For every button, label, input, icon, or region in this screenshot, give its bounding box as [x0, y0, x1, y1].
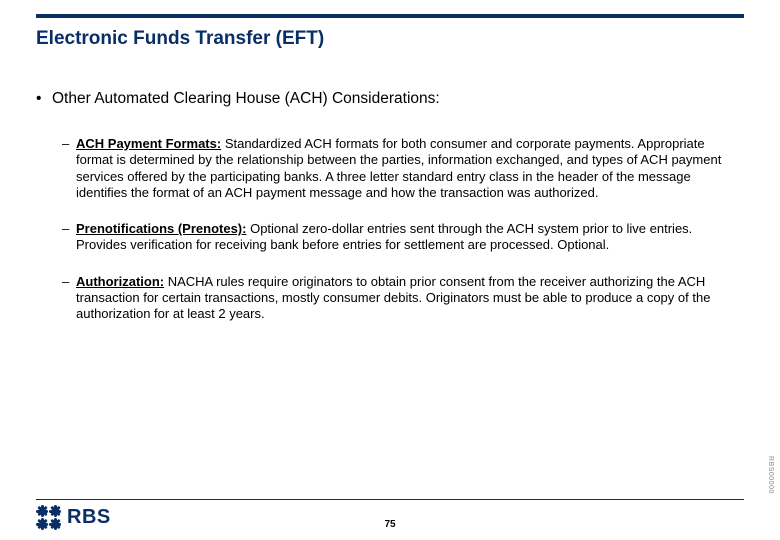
item-label: Prenotifications (Prenotes): [76, 221, 246, 236]
slide-title: Electronic Funds Transfer (EFT) [36, 28, 324, 50]
bottom-rule [36, 499, 744, 500]
bullet-level2: Prenotifications (Prenotes): Optional ze… [36, 221, 744, 254]
bullet-level2: ACH Payment Formats: Standardized ACH fo… [36, 136, 744, 201]
item-body: NACHA rules require originators to obtai… [76, 274, 710, 322]
item-label: ACH Payment Formats: [76, 136, 221, 151]
page-number: 75 [384, 519, 395, 530]
side-code: RBS00000 [767, 456, 774, 494]
rbs-logo: RBS [36, 505, 111, 530]
top-rule [36, 14, 744, 18]
slide-page: Electronic Funds Transfer (EFT) Other Au… [0, 0, 780, 540]
rbs-logo-text: RBS [67, 506, 111, 529]
rbs-daisies-icon [36, 505, 61, 530]
item-label: Authorization: [76, 274, 164, 289]
bullet-level1: Other Automated Clearing House (ACH) Con… [36, 90, 744, 108]
slide-content: Other Automated Clearing House (ACH) Con… [36, 90, 744, 342]
bullet-level2: Authorization: NACHA rules require origi… [36, 274, 744, 323]
